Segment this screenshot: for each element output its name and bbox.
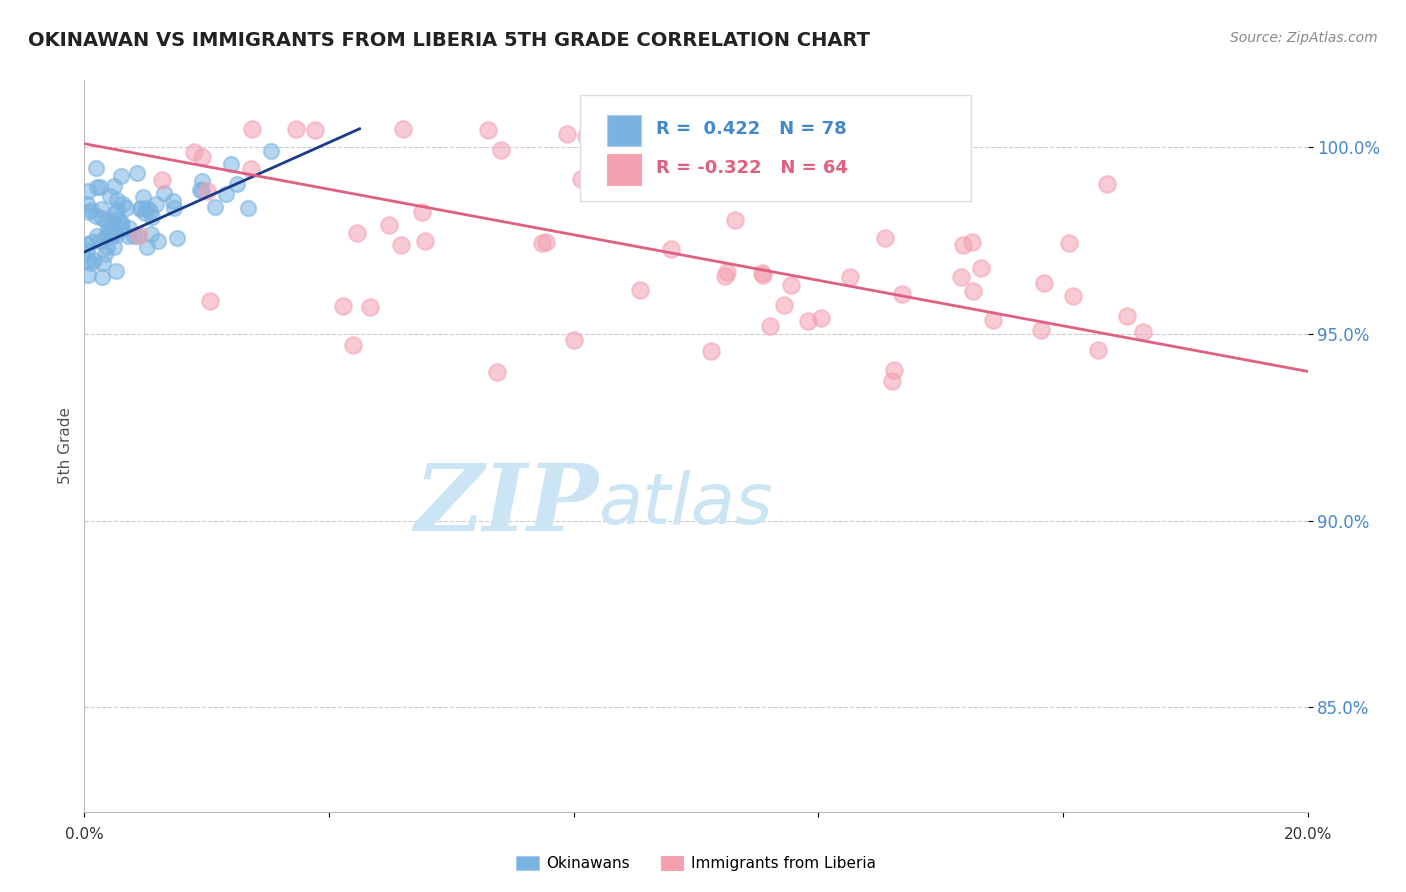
Text: 20.0%: 20.0% (1284, 827, 1331, 842)
Text: Source: ZipAtlas.com: Source: ZipAtlas.com (1230, 31, 1378, 45)
Text: R =  0.422   N = 78: R = 0.422 N = 78 (655, 120, 846, 138)
FancyBboxPatch shape (579, 95, 972, 201)
Text: R = -0.322   N = 64: R = -0.322 N = 64 (655, 159, 848, 177)
Y-axis label: 5th Grade: 5th Grade (58, 408, 73, 484)
Text: ZIP: ZIP (413, 459, 598, 549)
Text: OKINAWAN VS IMMIGRANTS FROM LIBERIA 5TH GRADE CORRELATION CHART: OKINAWAN VS IMMIGRANTS FROM LIBERIA 5TH … (28, 31, 870, 50)
Bar (606, 154, 641, 185)
Bar (606, 115, 641, 146)
Legend: Okinawans, Immigrants from Liberia: Okinawans, Immigrants from Liberia (510, 850, 882, 877)
Text: 0.0%: 0.0% (65, 827, 104, 842)
Text: atlas: atlas (598, 470, 773, 539)
